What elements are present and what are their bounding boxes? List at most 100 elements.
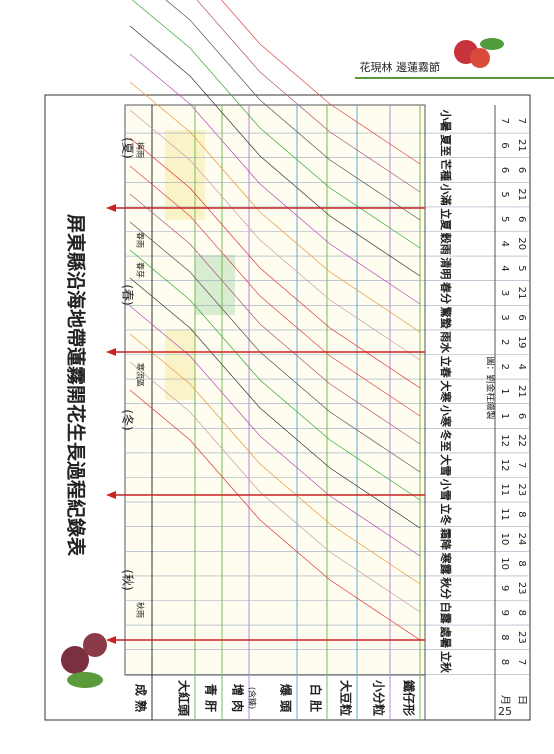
term-day: 6 [516,167,527,173]
term-month: 6 [499,167,510,173]
term-month: 10 [499,557,510,570]
growth-line [196,0,421,193]
term-name: 小雪 [439,478,453,501]
stage-label: 大豆粒 [339,680,354,716]
term-month: 10 [499,533,510,546]
highlight [165,130,205,220]
term-month: 2 [499,339,510,345]
growth-line [221,0,421,165]
term-name: 春分 [439,282,453,304]
term-month: 4 [499,265,510,271]
growth-line [129,137,421,389]
term-name: 小寒 [439,404,453,428]
term-name: 穀雨 [439,233,453,255]
stage-label: 大紅頭 [177,680,192,717]
term-day: 19 [516,336,527,349]
growth-line [129,25,421,277]
term-name: 驚蟄 [439,306,453,329]
term-name: 立夏 [439,208,453,231]
season-arrow [106,491,116,499]
term-name: 雨水 [439,331,453,354]
term-day: 4 [516,364,527,370]
stage-label: 白 肚 [309,684,324,712]
growth-line [165,0,421,221]
term-month: 2 [499,364,510,370]
term-name: 大雪 [439,454,453,476]
stage-note: (含糖) [248,687,258,709]
leaf-illustration [67,672,103,688]
weather-label: 春雨 [136,232,146,248]
term-month: 4 [499,241,510,247]
month-label: 月 [499,695,511,705]
growth-line [129,53,421,305]
term-name: 芒種 [439,159,453,181]
term-name: 夏至 [439,134,452,156]
season-label: (春) [121,284,135,305]
weather-label: 春芽 [136,262,146,278]
season-label: (夏) [121,137,135,158]
term-month: 11 [499,483,510,496]
term-month: 3 [499,314,510,320]
term-day: 21 [516,188,527,201]
term-name: 冬至 [439,430,453,452]
term-month: 5 [499,216,510,222]
term-day: 21 [516,385,527,398]
term-month: 3 [499,290,510,296]
term-day: 24 [516,533,527,546]
growth-line [129,109,421,361]
weather-label: 秋雨 [136,602,146,618]
term-month: 8 [499,659,510,665]
term-day: 20 [516,237,527,250]
growth-line [129,333,421,585]
season-arrow [106,348,116,356]
term-day: 22 [516,434,527,447]
term-day: 7 [516,462,527,468]
term-month: 12 [499,459,510,472]
term-day: 7 [516,118,527,124]
stage-label: 增 肉 [231,684,246,712]
growth-line [129,81,421,333]
term-day: 21 [516,287,527,300]
term-day: 8 [516,610,527,616]
growth-line [129,165,421,417]
table-frame [44,94,531,721]
stage-label: 小分粒 [372,680,387,716]
term-day: 7 [516,659,527,665]
header-leaf [480,38,504,50]
term-name: 小暑 [439,109,453,132]
term-day: 5 [516,265,527,271]
fruit-illustration [83,633,107,657]
term-month: 12 [499,434,510,447]
fruit-illustration [61,646,89,674]
term-name: 立冬 [439,503,453,525]
term-month: 5 [499,191,510,197]
term-name: 秋分 [439,577,453,599]
highlight [165,330,195,400]
growth-line [129,249,421,501]
growth-line [129,361,421,613]
term-day: 6 [516,216,527,222]
stage-label: 青 肝 [204,684,219,712]
season-arrow [106,204,116,212]
term-name: 立秋 [439,651,453,674]
term-name: 清明 [439,257,453,279]
growth-line [129,277,421,529]
stage-label: 爆 頭 [279,684,294,713]
term-day: 23 [516,483,527,496]
season-label: (冬) [121,409,136,430]
term-month: 6 [499,142,510,148]
growth-line [129,389,421,641]
header-text: 花現林 邊蓮霧節 [360,60,441,74]
term-day: 8 [516,511,527,517]
season-label: (秋) [121,569,135,590]
growth-line [129,305,421,557]
term-day: 23 [516,582,527,595]
term-day: 8 [516,560,527,566]
season-arrow [106,636,116,644]
term-name: 處暑 [439,626,453,648]
term-month: 9 [499,585,510,591]
growth-line [129,193,421,445]
weather-label: 梅雨 [136,142,146,158]
term-name: 立春 [439,356,453,379]
